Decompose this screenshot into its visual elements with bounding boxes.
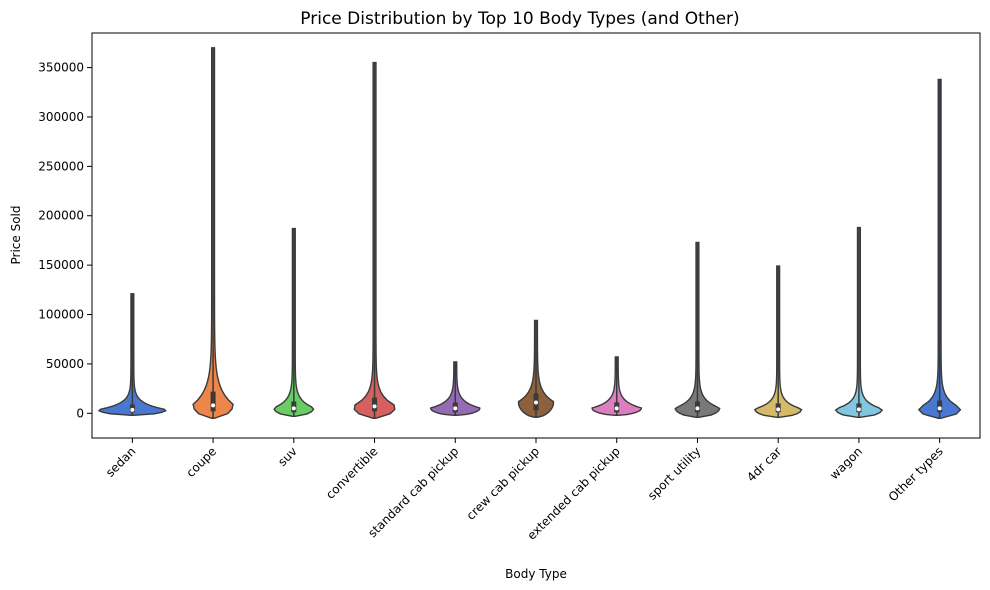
- violin-median: [372, 404, 377, 409]
- x-tick-label: Other types: [886, 444, 946, 504]
- violin-median: [534, 400, 538, 405]
- violin-median: [614, 406, 619, 411]
- violin-layer: [97, 47, 962, 419]
- violin-median: [211, 403, 216, 408]
- y-tick-label: 150000: [38, 258, 84, 272]
- violin-iqr-box: [210, 391, 216, 412]
- chart-title: Price Distribution by Top 10 Body Types …: [300, 9, 739, 29]
- y-axis-label: Price Sold: [9, 206, 23, 265]
- y-tick-label: 300000: [38, 110, 84, 124]
- violin-median: [695, 406, 700, 411]
- x-tick-label: 4dr car: [744, 444, 784, 484]
- y-tick-label: 250000: [38, 159, 84, 173]
- x-tick-label: suv: [275, 444, 300, 469]
- y-tick-label: 50000: [46, 357, 84, 371]
- y-tick-label: 0: [76, 406, 84, 420]
- x-tick-label: standard cab pickup: [365, 444, 461, 540]
- y-tick-label: 350000: [38, 61, 84, 75]
- violin-median: [856, 407, 861, 412]
- x-tick-label: convertible: [323, 444, 381, 502]
- violin-median: [453, 406, 458, 411]
- y-tick-label: 100000: [38, 308, 84, 322]
- x-tick-label: wagon: [827, 444, 865, 482]
- x-tick-label: crew cab pickup: [464, 444, 542, 522]
- x-tick-label: coupe: [183, 444, 219, 480]
- x-axis-label: Body Type: [505, 567, 567, 581]
- x-tick-label: sport utility: [645, 444, 704, 503]
- violin-median: [776, 407, 781, 412]
- y-axis: 0 50000 100000 150000 200000 250000 300000 3500…: [38, 61, 92, 420]
- x-tick-label: extended cab pickup: [524, 444, 622, 542]
- violin-median: [937, 406, 942, 411]
- violin-median: [130, 407, 135, 412]
- y-tick-label: 200000: [38, 209, 84, 223]
- violin-median: [291, 406, 296, 411]
- x-tick-label: sedan: [103, 444, 139, 480]
